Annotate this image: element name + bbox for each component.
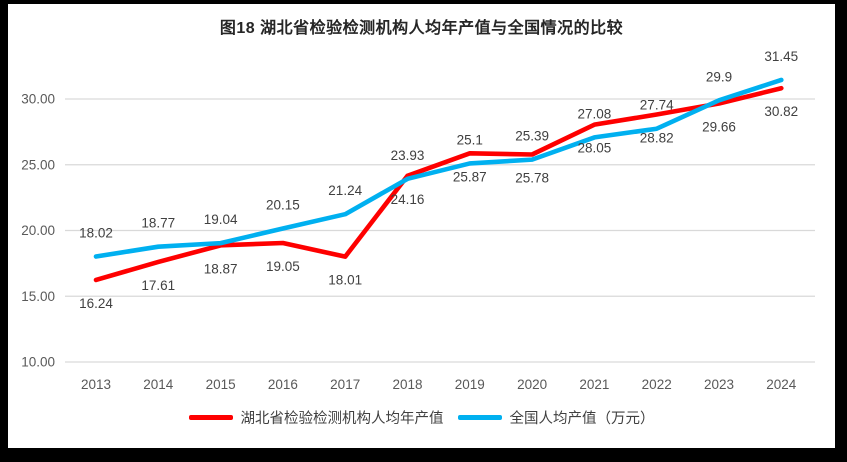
x-axis-label: 2020 [517,377,547,392]
x-axis-label: 2013 [81,377,111,392]
chart-svg: 10.00 15.00 20.00 25.00 30.00 2013 2014 2015 201… [21,49,815,392]
x-axis-label: 2014 [143,377,174,392]
y-axis-label: 15.00 [21,289,55,304]
x-axis-label: 2024 [766,377,797,392]
data-label-hubei: 29.66 [702,119,736,134]
x-axis-label: 2023 [704,377,734,392]
x-axis-label: 2019 [455,377,485,392]
y-axis-label: 25.00 [21,157,55,172]
data-label-hubei: 25.78 [515,170,549,185]
data-label-national: 18.02 [79,226,113,241]
data-label-hubei: 17.61 [141,278,175,293]
data-label-hubei: 16.24 [79,296,113,311]
series-line-national [93,77,784,259]
data-label-hubei: 18.01 [328,273,362,288]
x-axis-label: 2017 [330,377,360,392]
y-axis-label: 30.00 [21,92,55,107]
data-label-national: 18.77 [141,216,175,231]
x-axis-label: 2018 [392,377,422,392]
data-label-national: 20.15 [266,198,300,213]
data-label-national: 29.9 [706,69,732,84]
legend-label-hubei: 湖北省检验检测机构人均年产值 [240,411,444,427]
data-label-national: 23.93 [391,148,425,163]
data-label-national: 27.74 [640,98,674,113]
data-label-hubei: 30.82 [764,104,798,119]
legend: 湖北省检验检测机构人均年产值 全国人均产值（万元） [8,407,835,428]
data-label-hubei: 24.16 [391,192,425,207]
legend-line-red-icon [188,415,233,420]
y-axis-label: 10.00 [21,355,55,370]
data-label-national: 31.45 [764,49,798,64]
x-axis-label: 2015 [206,377,236,392]
data-label-national: 21.24 [328,183,362,198]
legend-line-blue-icon [457,415,502,420]
data-label-national: 19.04 [204,212,238,227]
y-axis-label: 20.00 [21,223,55,238]
series-line-hubei [93,85,784,283]
legend-label-national: 全国人均产值（万元） [509,411,655,427]
data-label-hubei: 25.87 [453,169,487,184]
legend-item-hubei: 湖北省检验检测机构人均年产值 [188,407,444,428]
data-label-hubei: 18.87 [204,261,238,276]
x-axis-label: 2021 [579,377,609,392]
data-label-national: 27.08 [578,106,612,121]
data-label-hubei: 28.82 [640,131,674,146]
data-label-hubei: 28.05 [578,141,612,156]
data-label-hubei: 19.05 [266,259,300,274]
data-label-national: 25.39 [515,129,549,144]
data-label-national: 25.1 [457,132,483,147]
legend-item-national: 全国人均产值（万元） [457,407,655,428]
chart-title: 图18 湖北省检验检测机构人均年产值与全国情况的比较 [219,20,624,37]
x-axis-label: 2022 [642,377,672,392]
x-axis-label: 2016 [268,377,298,392]
chart-canvas: 图18 湖北省检验检测机构人均年产值与全国情况的比较 10.00 15.00 20.… [8,4,835,448]
